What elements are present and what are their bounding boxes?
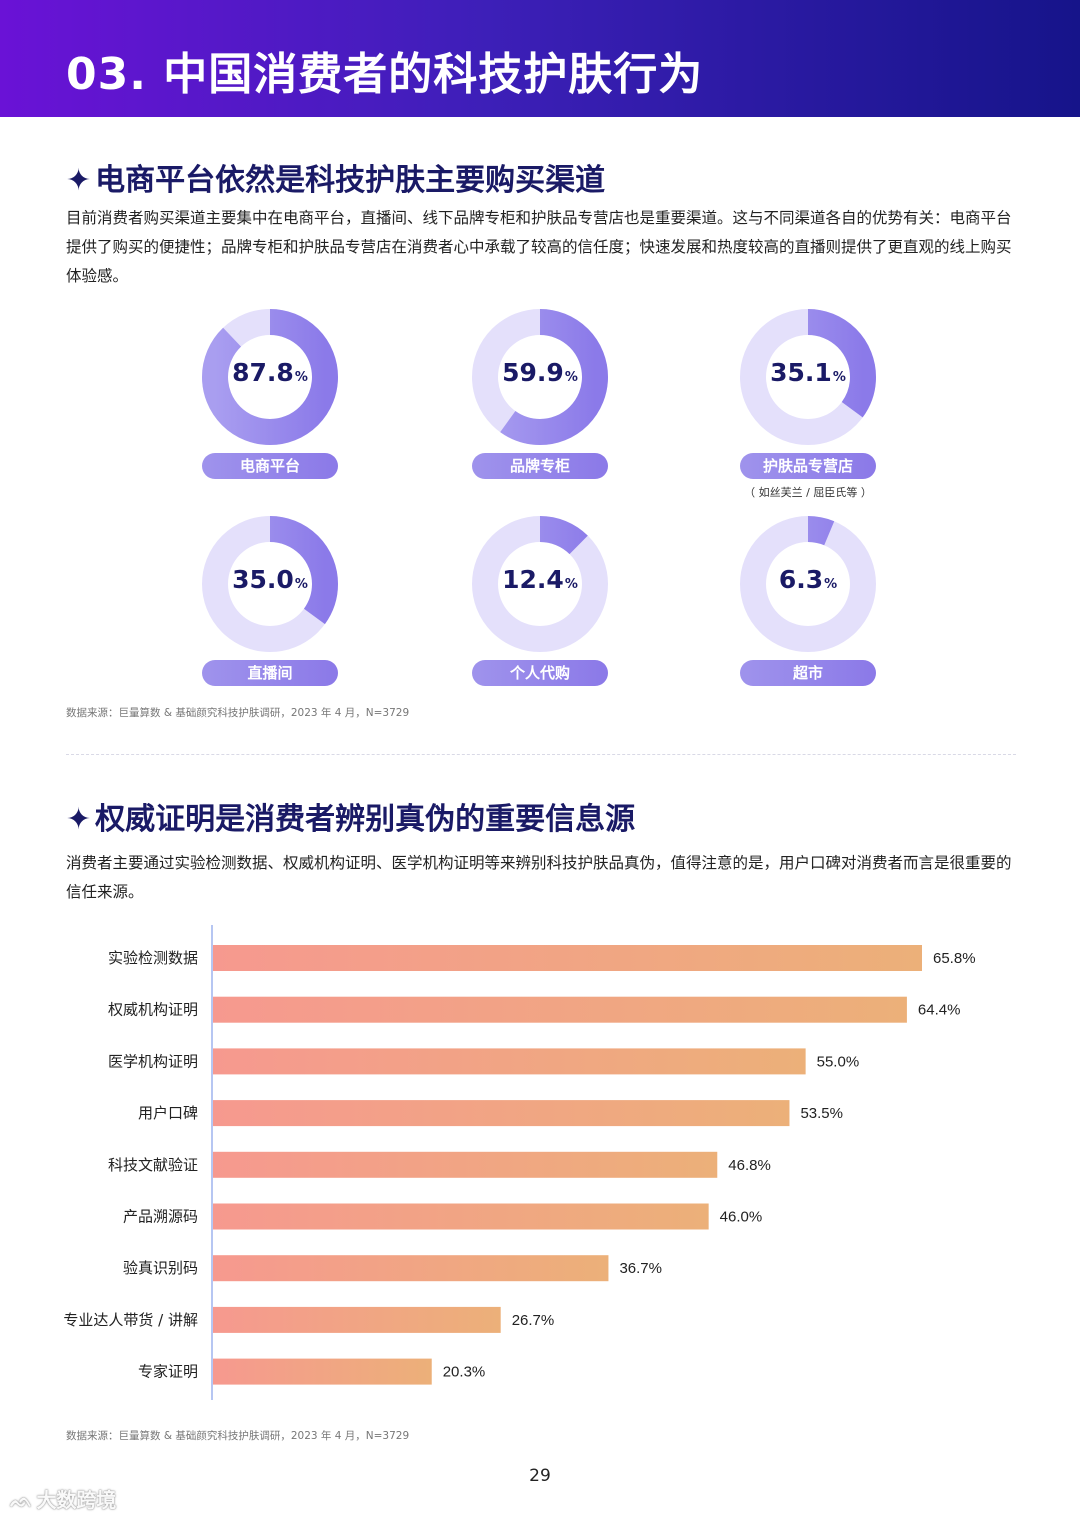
category-label: 权威机构证明 (108, 1001, 198, 1019)
donut-value: 6.3% (718, 565, 898, 594)
donut-item: 35.1% 护肤品专营店 （ 如丝芙兰 / 屈臣氏等 ） (718, 308, 898, 508)
sparkle-icon: ✦ (66, 802, 92, 837)
percent-sign: % (824, 577, 838, 592)
donut-arc (202, 309, 338, 445)
donut-item: 6.3% 超市 (718, 515, 898, 715)
donut-arc (472, 309, 608, 445)
donut-note: （ 如丝芙兰 / 屈臣氏等 ） (744, 486, 872, 499)
donut-item: 59.9% 品牌专柜 (450, 308, 630, 508)
value-label: 46.8% (728, 1157, 771, 1174)
category-label: 产品溯源码 (123, 1208, 198, 1226)
donut-item: 35.0% 直播间 (180, 515, 360, 715)
section1-heading: ✦ 电商平台依然是科技护肤主要购买渠道 (66, 155, 605, 199)
category-label: 科技文献验证 (108, 1156, 198, 1174)
donut-value-number: 35.1 (770, 358, 832, 387)
donut-value: 12.4% (450, 565, 630, 594)
donut-chart (472, 309, 608, 445)
donut-value-number: 12.4 (502, 565, 564, 594)
bar (213, 1100, 790, 1127)
donut-arc (740, 309, 876, 445)
bar (213, 996, 907, 1023)
bar (213, 1048, 806, 1075)
donut-value-number: 87.8 (232, 358, 294, 387)
donut-label-pill: 直播间 (202, 660, 338, 686)
watermark-text: 大数跨境 (36, 1488, 117, 1512)
value-label: 55.0% (817, 1053, 860, 1070)
donut-chart (740, 309, 876, 445)
donut-value: 35.0% (180, 565, 360, 594)
sparkle-icon: ✦ (66, 163, 92, 198)
page-header: 03. 中国消费者的科技护肤行为 (0, 0, 1080, 117)
donut-value-number: 6.3 (778, 565, 824, 594)
bar (213, 1203, 709, 1230)
value-label: 64.4% (918, 1002, 961, 1019)
watermark: ᨒ 大数跨境 (10, 1484, 116, 1513)
donut-arc (740, 516, 876, 652)
section2-paragraph: 消费者主要通过实验检测数据、权威机构证明、医学机构证明等来辨别科技护肤品真伪，值… (66, 854, 1012, 901)
donut-item: 87.8% 电商平台 (180, 308, 360, 508)
percent-sign: % (294, 577, 308, 592)
section2-source: 数据来源：巨量算数 & 基础颜究科技护肤调研，2023 年 4 月，N=3729 (66, 1430, 410, 1442)
percent-sign: % (832, 370, 846, 385)
percent-sign: % (564, 370, 578, 385)
category-label: 验真识别码 (123, 1259, 198, 1277)
category-label: 实验检测数据 (108, 949, 198, 967)
value-label: 26.7% (512, 1312, 555, 1329)
bar (213, 1306, 501, 1333)
donut-value: 87.8% (180, 358, 360, 387)
bar (213, 945, 922, 971)
category-label: 用户口碑 (138, 1104, 198, 1122)
donut-label-pill: 电商平台 (202, 453, 338, 479)
donut-value: 35.1% (718, 358, 898, 387)
donut-arc (202, 516, 338, 652)
donut-chart (202, 516, 338, 652)
donut-label-pill: 护肤品专营店 (740, 453, 876, 479)
value-label: 20.3% (443, 1364, 486, 1381)
category-label: 专家证明 (138, 1363, 198, 1381)
bar-chart: 实验检测数据 65.8% 权威机构证明 64.4% 医学机构证明 55.0% 用户口碑 53.… (63, 925, 976, 1400)
value-label: 53.5% (800, 1105, 843, 1122)
donut-chart (202, 309, 338, 445)
section2-heading: ✦ 权威证明是消费者辨别真伪的重要信息源 (66, 794, 635, 838)
donut-value-number: 35.0 (232, 565, 294, 594)
value-label: 65.8% (933, 950, 976, 967)
page-number: 29 (529, 1466, 551, 1486)
value-label: 46.0% (720, 1209, 763, 1226)
category-label: 医学机构证明 (108, 1052, 198, 1070)
donut-value-number: 59.9 (502, 358, 564, 387)
donut-chart (740, 516, 876, 652)
chat-bubbles-icon: ᨒ (10, 1491, 33, 1512)
bar (213, 1255, 609, 1282)
bar (213, 1151, 718, 1178)
donut-label-pill: 超市 (740, 660, 876, 686)
section-divider (66, 754, 1016, 755)
page-title: 03. 中国消费者的科技护肤行为 (66, 49, 704, 100)
percent-sign: % (294, 370, 308, 385)
section1-title: 电商平台依然是科技护肤主要购买渠道 (95, 163, 606, 198)
category-label: 专业达人带货 / 讲解 (63, 1311, 198, 1329)
section1-source: 数据来源：巨量算数 & 基础颜究科技护肤调研，2023 年 4 月，N=3729 (66, 707, 410, 719)
bar (213, 1358, 432, 1385)
donut-label-pill: 品牌专柜 (472, 453, 608, 479)
donut-arc (472, 516, 608, 652)
section2-title: 权威证明是消费者辨别真伪的重要信息源 (95, 802, 636, 837)
section1-paragraph: 目前消费者购买渠道主要集中在电商平台，直播间、线下品牌专柜和护肤品专营店也是重要… (66, 209, 1012, 285)
donut-value: 59.9% (450, 358, 630, 387)
value-label: 36.7% (619, 1260, 662, 1277)
donut-label-pill: 个人代购 (472, 660, 608, 686)
donut-chart (472, 516, 608, 652)
percent-sign: % (564, 577, 578, 592)
donut-item: 12.4% 个人代购 (450, 515, 630, 715)
